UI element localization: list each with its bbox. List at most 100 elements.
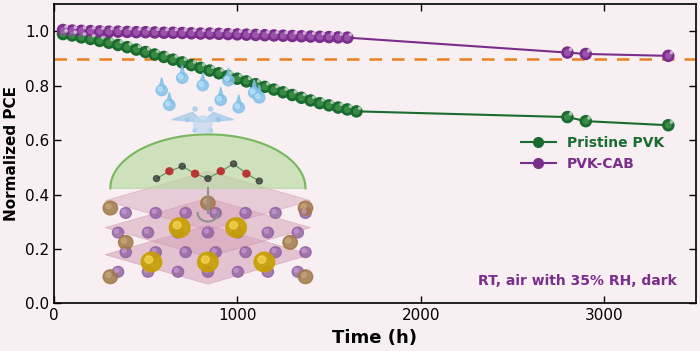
Point [250, 32, 261, 38]
Point [232, 32, 243, 37]
Point [66, 28, 78, 33]
Point [76, 28, 87, 34]
Point [134, 26, 145, 32]
Point [277, 90, 288, 95]
Text: RT, air with 35% RH, dark: RT, air with 35% RH, dark [478, 274, 677, 289]
Point [223, 73, 234, 79]
Point [176, 30, 188, 36]
Legend: Pristine PVK, PVK-CAB: Pristine PVK, PVK-CAB [515, 131, 670, 177]
Point [195, 65, 206, 71]
Point [79, 25, 90, 31]
Point [195, 31, 206, 37]
Point [663, 122, 674, 128]
Point [666, 119, 677, 125]
Point [317, 97, 328, 103]
Point [158, 54, 169, 60]
Point [232, 76, 243, 81]
Point [327, 99, 338, 105]
Point [176, 60, 188, 65]
Point [176, 60, 188, 65]
Point [305, 98, 316, 103]
Point [580, 118, 592, 124]
Point [104, 29, 115, 34]
Point [225, 70, 237, 75]
Point [158, 54, 169, 60]
Point [186, 31, 197, 36]
Point [116, 26, 127, 31]
Point [195, 65, 206, 71]
Point [308, 94, 319, 100]
Point [223, 31, 234, 37]
Point [277, 90, 288, 95]
Point [225, 28, 237, 34]
Point [70, 29, 81, 35]
Point [666, 50, 677, 55]
Point [314, 34, 326, 40]
Point [171, 54, 182, 59]
Point [305, 98, 316, 103]
Point [180, 27, 191, 33]
Point [580, 51, 592, 57]
Point [79, 31, 90, 37]
Point [332, 34, 344, 40]
Point [223, 73, 234, 79]
Point [317, 31, 328, 37]
Point [259, 84, 270, 90]
Point [336, 31, 347, 37]
Point [186, 31, 197, 36]
Point [104, 40, 115, 46]
Point [131, 47, 142, 52]
Point [76, 34, 87, 40]
Point [314, 100, 326, 106]
Point [149, 52, 160, 57]
Point [272, 84, 283, 89]
Point [250, 32, 261, 38]
Point [305, 34, 316, 39]
Point [259, 32, 270, 38]
Point [162, 51, 173, 57]
Point [323, 34, 335, 40]
Point [216, 28, 228, 33]
Point [232, 76, 243, 81]
Point [76, 28, 87, 34]
Point [125, 26, 136, 32]
Point [214, 71, 225, 76]
Point [253, 29, 265, 34]
Point [144, 26, 155, 32]
Point [342, 35, 353, 40]
Point [85, 28, 96, 34]
Point [57, 27, 69, 33]
Point [342, 107, 353, 112]
Point [214, 31, 225, 37]
Point [207, 65, 218, 70]
Point [562, 50, 573, 55]
Point [140, 49, 151, 55]
Point [250, 81, 261, 87]
Point [214, 31, 225, 37]
Point [186, 62, 197, 68]
Point [308, 31, 319, 36]
Point [287, 92, 298, 98]
Point [241, 32, 252, 38]
Point [85, 36, 96, 42]
Point [94, 38, 105, 44]
Point [281, 86, 292, 92]
Point [354, 105, 365, 111]
Point [113, 29, 124, 34]
Point [253, 78, 265, 84]
Point [336, 101, 347, 107]
Point [113, 29, 124, 34]
Point [167, 30, 178, 35]
Point [167, 57, 178, 62]
Point [88, 25, 99, 31]
Point [88, 33, 99, 39]
Point [122, 29, 133, 35]
Point [580, 51, 592, 57]
Point [85, 28, 96, 34]
Point [305, 34, 316, 39]
Point [296, 95, 307, 100]
Point [70, 25, 81, 30]
Point [94, 28, 105, 34]
Point [140, 29, 151, 35]
Point [140, 29, 151, 35]
